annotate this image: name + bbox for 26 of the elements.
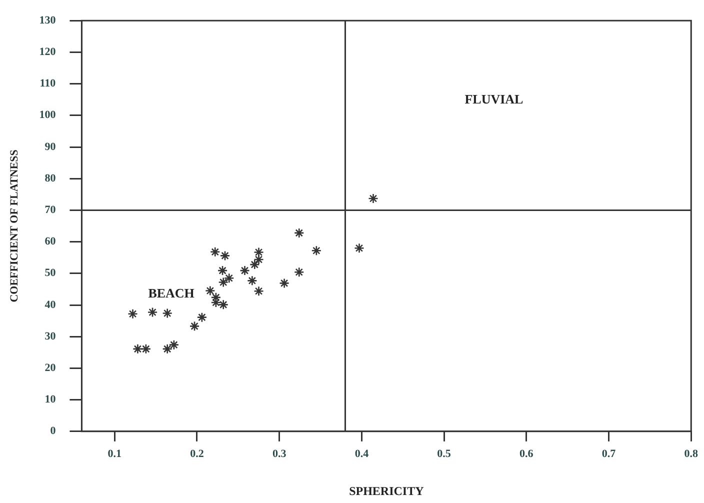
x-tick-label: 0.2 [190, 448, 204, 460]
y-tick-label: 0 [50, 425, 56, 438]
y-axis-title: COEFFICIENT OF FLATNESS [8, 150, 20, 302]
x-tick-label: 0.8 [684, 448, 698, 460]
y-tick-label: 100 [39, 109, 56, 122]
x-tick-label: 0.3 [272, 448, 287, 460]
y-tick-label: 70 [44, 204, 56, 216]
x-tick-label: 0.7 [602, 448, 616, 460]
y-tick-label: 10 [44, 394, 56, 406]
annotation: FLUVIAL [464, 92, 524, 107]
y-tick-label: 40 [44, 298, 56, 311]
y-tick-label: 130 [39, 14, 56, 26]
annotation: BEACH [148, 286, 194, 301]
y-tick-label: 120 [39, 46, 56, 58]
y-tick-label: 30 [44, 330, 56, 342]
y-tick-label: 80 [44, 172, 56, 184]
y-tick-label: 90 [44, 140, 56, 153]
x-axis-title: SPHERICITY [349, 484, 424, 498]
x-tick-label: 0.5 [437, 448, 452, 460]
y-tick-label: 20 [44, 362, 56, 374]
y-tick-label: 110 [40, 78, 56, 90]
y-tick-label: 50 [44, 267, 56, 280]
x-tick-label: 0.6 [520, 448, 534, 460]
y-tick-label: 60 [44, 236, 56, 248]
x-tick-label: 0.4 [354, 448, 370, 460]
x-tick-label: 0.1 [108, 448, 122, 460]
